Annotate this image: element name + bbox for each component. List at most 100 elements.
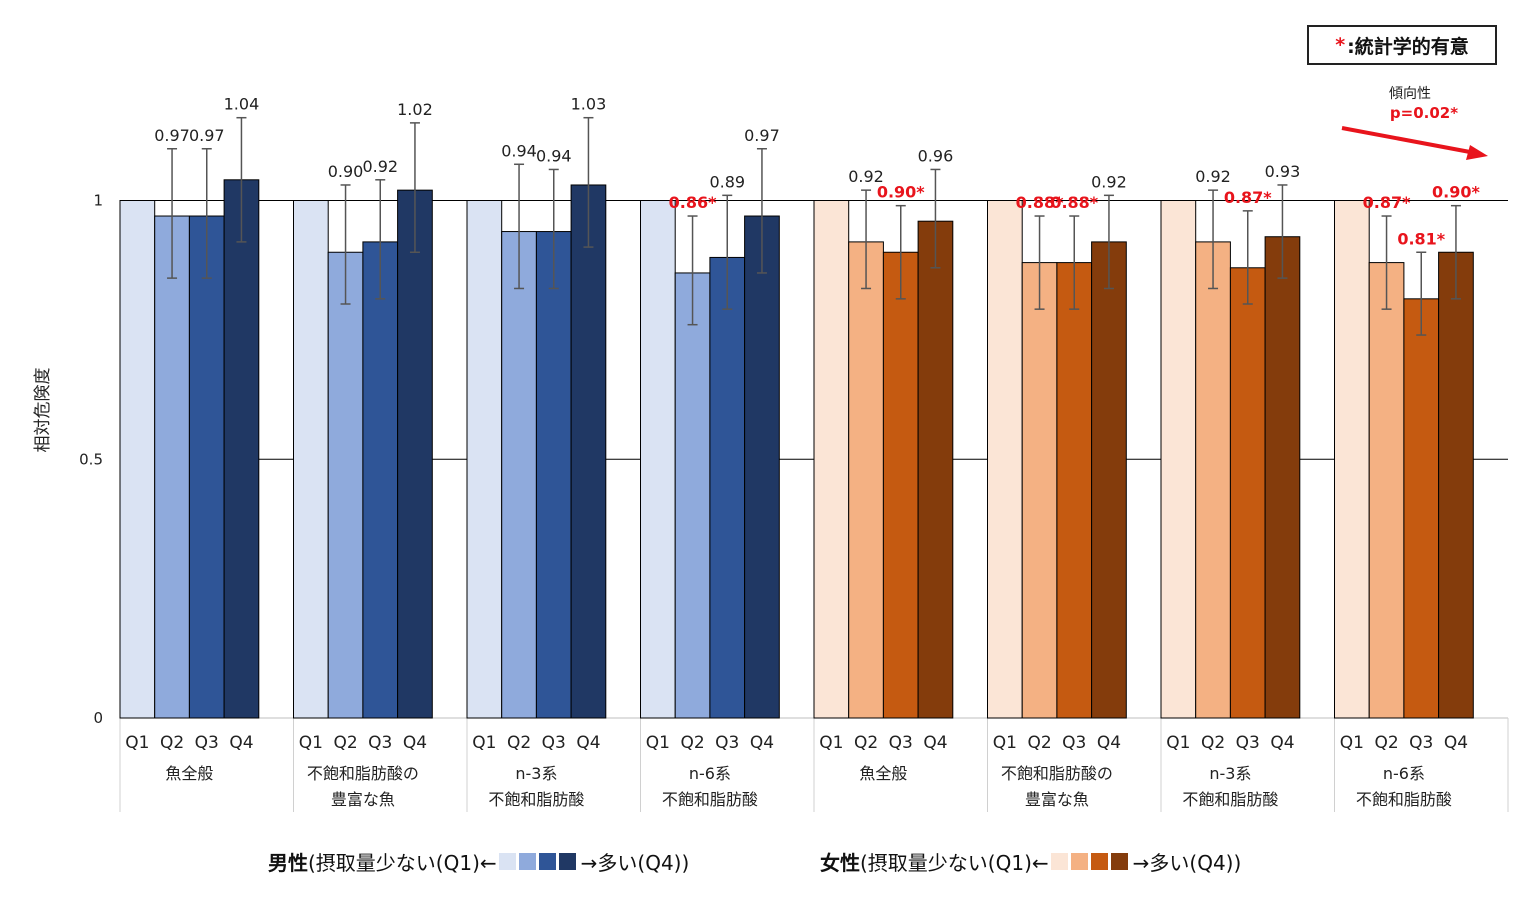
group-label-line2-5: 豊富な魚 — [1025, 790, 1089, 809]
x-tick-label-g1-q1: Q1 — [299, 733, 323, 753]
x-tick-label-g6-q4: Q4 — [1270, 733, 1294, 753]
data-label-g1-q2: 0.90 — [328, 162, 364, 181]
x-tick-label-g2-q1: Q1 — [472, 733, 496, 753]
data-label-g5-q3: 0.88* — [1050, 193, 1098, 212]
x-tick-label-g1-q2: Q2 — [333, 733, 357, 753]
bar-g1-q4 — [397, 189, 433, 719]
bar-g2-q4 — [570, 184, 607, 719]
data-label-g0-q2: 0.97 — [154, 126, 190, 145]
data-label-g7-q3: 0.81* — [1397, 229, 1445, 248]
x-tick-label-g1-q4: Q4 — [403, 733, 427, 753]
legend-male: 男性 (摂取量少ない(Q1)← →多い(Q4)) — [268, 846, 689, 876]
group-label-line2-1: 豊富な魚 — [331, 790, 395, 809]
legend-swatch-female-q2 — [1070, 852, 1088, 870]
bar-g3-q2 — [674, 272, 711, 719]
bar-g5-q3 — [1056, 262, 1093, 719]
x-tick-label-g7-q2: Q2 — [1374, 733, 1398, 753]
data-label-g0-q4: 1.04 — [224, 95, 260, 114]
group-label-line1-0: 魚全般 — [165, 764, 213, 783]
x-tick-label-g7-q1: Q1 — [1340, 733, 1364, 753]
y-tick-label-0: 0 — [93, 709, 103, 727]
x-tick-label-g5-q4: Q4 — [1097, 733, 1121, 753]
bar-g3-q3 — [709, 256, 746, 719]
x-tick-label-g6-q2: Q2 — [1201, 733, 1225, 753]
x-tick-label-g1-q3: Q3 — [368, 733, 392, 753]
data-label-g3-q3: 0.89 — [709, 172, 745, 191]
x-tick-label-g3-q4: Q4 — [750, 733, 774, 753]
bar-g4-q3 — [882, 251, 919, 719]
bar-g0-q2 — [154, 215, 190, 719]
group-label-line1-1: 不飽和脂肪酸の — [307, 764, 419, 783]
bar-g4-q4 — [917, 220, 954, 719]
group-label-line2-2: 不飽和脂肪酸 — [488, 790, 584, 809]
y-tick-label-2: 1 — [93, 192, 103, 210]
group-label-line2-6: 不飽和脂肪酸 — [1182, 790, 1278, 809]
data-label-g2-q2: 0.94 — [501, 141, 537, 160]
x-tick-label-g0-q1: Q1 — [125, 733, 149, 753]
data-label-g2-q3: 0.94 — [536, 146, 572, 165]
group-label-line1-4: 魚全般 — [859, 764, 907, 783]
bar-g1-q2 — [327, 251, 364, 719]
x-tick-label-g3-q1: Q1 — [646, 733, 670, 753]
data-label-g4-q3: 0.90* — [877, 183, 925, 202]
group-label-line2-7: 不飽和脂肪酸 — [1356, 790, 1452, 809]
y-tick-label-1: 0.5 — [79, 450, 103, 468]
bar-g7-q4 — [1438, 251, 1474, 719]
bar-g7-q3 — [1403, 298, 1440, 719]
data-label-g0-q3: 0.97 — [189, 126, 225, 145]
x-tick-label-g2-q4: Q4 — [576, 733, 600, 753]
x-tick-label-g2-q3: Q3 — [542, 733, 566, 753]
significance-text: :統計学的有意 — [1347, 35, 1469, 58]
significance-marker: * — [1335, 34, 1346, 56]
legend-female-title: 女性 — [820, 850, 860, 875]
data-label-g2-q4: 1.03 — [571, 95, 607, 114]
group-label-line1-5: 不飽和脂肪酸の — [1001, 764, 1113, 783]
legend-swatch-female-q1 — [1050, 852, 1068, 870]
x-tick-label-g7-q3: Q3 — [1409, 733, 1433, 753]
x-tick-label-g5-q3: Q3 — [1062, 733, 1086, 753]
bar-g2-q2 — [501, 231, 537, 719]
data-label-g6-q2: 0.92 — [1195, 167, 1231, 186]
bar-g1-q3 — [362, 241, 399, 719]
bar-g0-q3 — [188, 215, 225, 719]
data-label-g4-q4: 0.96 — [918, 146, 954, 165]
bar-g4-q2 — [848, 241, 884, 719]
legend-female: 女性 (摂取量少ない(Q1)← →多い(Q4)) — [820, 846, 1241, 876]
data-label-g4-q2: 0.92 — [848, 167, 884, 186]
bar-g6-q1 — [1160, 200, 1197, 719]
data-label-g6-q3: 0.87* — [1224, 188, 1272, 207]
x-tick-label-g5-q2: Q2 — [1027, 733, 1051, 753]
legend-swatch-female-q3 — [1090, 852, 1108, 870]
data-label-g1-q4: 1.02 — [397, 100, 433, 119]
bar-g2-q3 — [535, 231, 572, 719]
x-tick-label-g0-q2: Q2 — [160, 733, 184, 753]
x-tick-label-g6-q3: Q3 — [1236, 733, 1260, 753]
x-tick-label-g4-q1: Q1 — [819, 733, 843, 753]
trend-arrow-head — [1466, 145, 1488, 160]
x-tick-label-g7-q4: Q4 — [1444, 733, 1468, 753]
legend-male-swatches — [498, 852, 579, 870]
group-label-line1-7: n-6系 — [1383, 764, 1425, 783]
group-label-line1-6: n-3系 — [1209, 764, 1251, 783]
x-tick-label-g6-q1: Q1 — [1166, 733, 1190, 753]
legend-male-end: →多い(Q4)) — [580, 850, 690, 875]
bar-g5-q2 — [1021, 262, 1058, 719]
bar-g6-q2 — [1195, 241, 1231, 719]
bar-g2-q1 — [466, 200, 503, 719]
bar-g7-q1 — [1334, 200, 1370, 719]
x-tick-label-g3-q2: Q2 — [680, 733, 704, 753]
x-tick-label-g4-q4: Q4 — [923, 733, 947, 753]
x-tick-label-g2-q2: Q2 — [507, 733, 531, 753]
bar-g5-q1 — [987, 200, 1023, 719]
data-label-g3-q2: 0.86* — [669, 193, 717, 212]
data-label-g1-q3: 0.92 — [362, 157, 398, 176]
trend-p-value: p=0.02* — [1390, 104, 1458, 122]
legend-swatch-male-q1 — [498, 852, 516, 870]
x-tick-label-g4-q3: Q3 — [889, 733, 913, 753]
legend-female-text: (摂取量少ない(Q1)← — [860, 850, 1049, 875]
bar-g1-q1 — [293, 200, 329, 719]
data-label-g5-q2: 0.88* — [1016, 193, 1064, 212]
bar-g3-q4 — [744, 215, 780, 719]
trend-arrow-line — [1341, 126, 1471, 154]
